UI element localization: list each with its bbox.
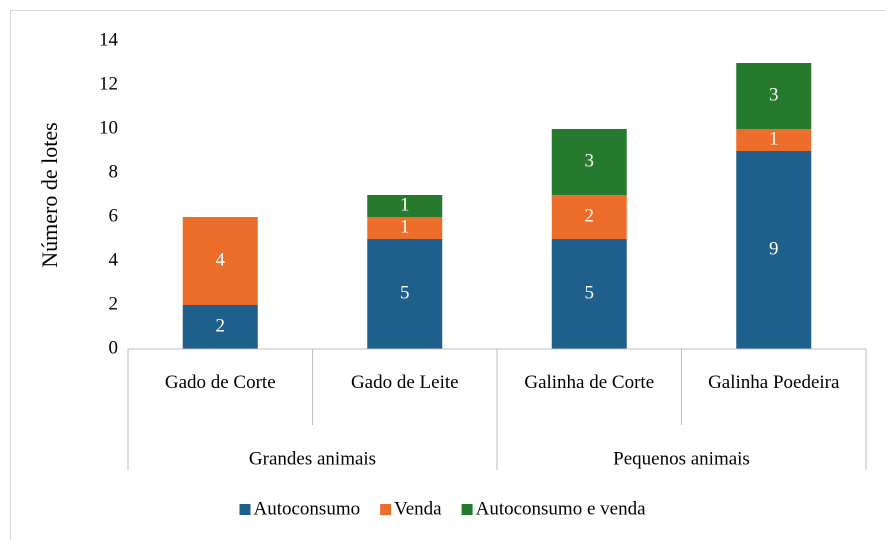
data-label: 5 xyxy=(585,282,595,303)
data-label: 1 xyxy=(769,128,779,149)
bar-segment xyxy=(182,305,258,349)
data-label: 3 xyxy=(585,150,595,171)
legend-label: Venda xyxy=(394,498,442,519)
y-tick-label: 12 xyxy=(99,73,118,94)
legend-label: Autoconsumo xyxy=(254,498,361,519)
group-label: Grandes animais xyxy=(249,448,376,469)
data-label: 9 xyxy=(769,238,779,259)
legend-swatch xyxy=(461,504,473,515)
bar-segment xyxy=(736,151,812,349)
data-label: 2 xyxy=(216,315,226,336)
y-tick-label: 10 xyxy=(99,117,118,138)
x-tick-label: Galinha Poedeira xyxy=(708,372,840,393)
bar-segment xyxy=(551,239,627,349)
x-tick-label: Gado de Corte xyxy=(164,372,276,393)
x-tick-label: Galinha de Corte xyxy=(524,372,655,393)
y-tick-label: 6 xyxy=(109,205,119,226)
bar-segment xyxy=(367,195,443,217)
x-tick-label: Gado de Leite xyxy=(350,372,459,393)
bar-segment xyxy=(551,195,627,239)
data-label: 2 xyxy=(585,205,595,226)
y-axis-label: Número de lotes xyxy=(37,122,62,267)
y-tick-label: 8 xyxy=(109,161,119,182)
bar-segment xyxy=(182,217,258,305)
legend-item: Venda xyxy=(380,498,442,519)
legend-swatch xyxy=(380,504,392,515)
chart-border xyxy=(10,10,885,540)
data-label: 4 xyxy=(216,249,226,270)
y-tick-label: 2 xyxy=(109,293,119,314)
bar-segment xyxy=(367,217,443,239)
legend-swatch xyxy=(239,504,251,515)
y-tick-label: 4 xyxy=(109,249,119,270)
data-label: 1 xyxy=(400,216,410,237)
y-tick-label: 0 xyxy=(109,337,119,358)
bar-segment xyxy=(736,63,812,129)
legend-label: Autoconsumo e venda xyxy=(476,498,646,519)
legend-item: Autoconsumo e venda xyxy=(461,498,646,519)
legend-item: Autoconsumo xyxy=(239,498,361,519)
group-label: Pequenos animais xyxy=(613,448,750,469)
bar-segment xyxy=(736,129,812,151)
bar-segment xyxy=(367,239,443,349)
y-tick-label: 14 xyxy=(99,29,119,50)
bar-segment xyxy=(551,129,627,195)
data-label: 5 xyxy=(400,282,410,303)
data-label: 1 xyxy=(400,194,410,215)
data-label: 3 xyxy=(769,84,779,105)
